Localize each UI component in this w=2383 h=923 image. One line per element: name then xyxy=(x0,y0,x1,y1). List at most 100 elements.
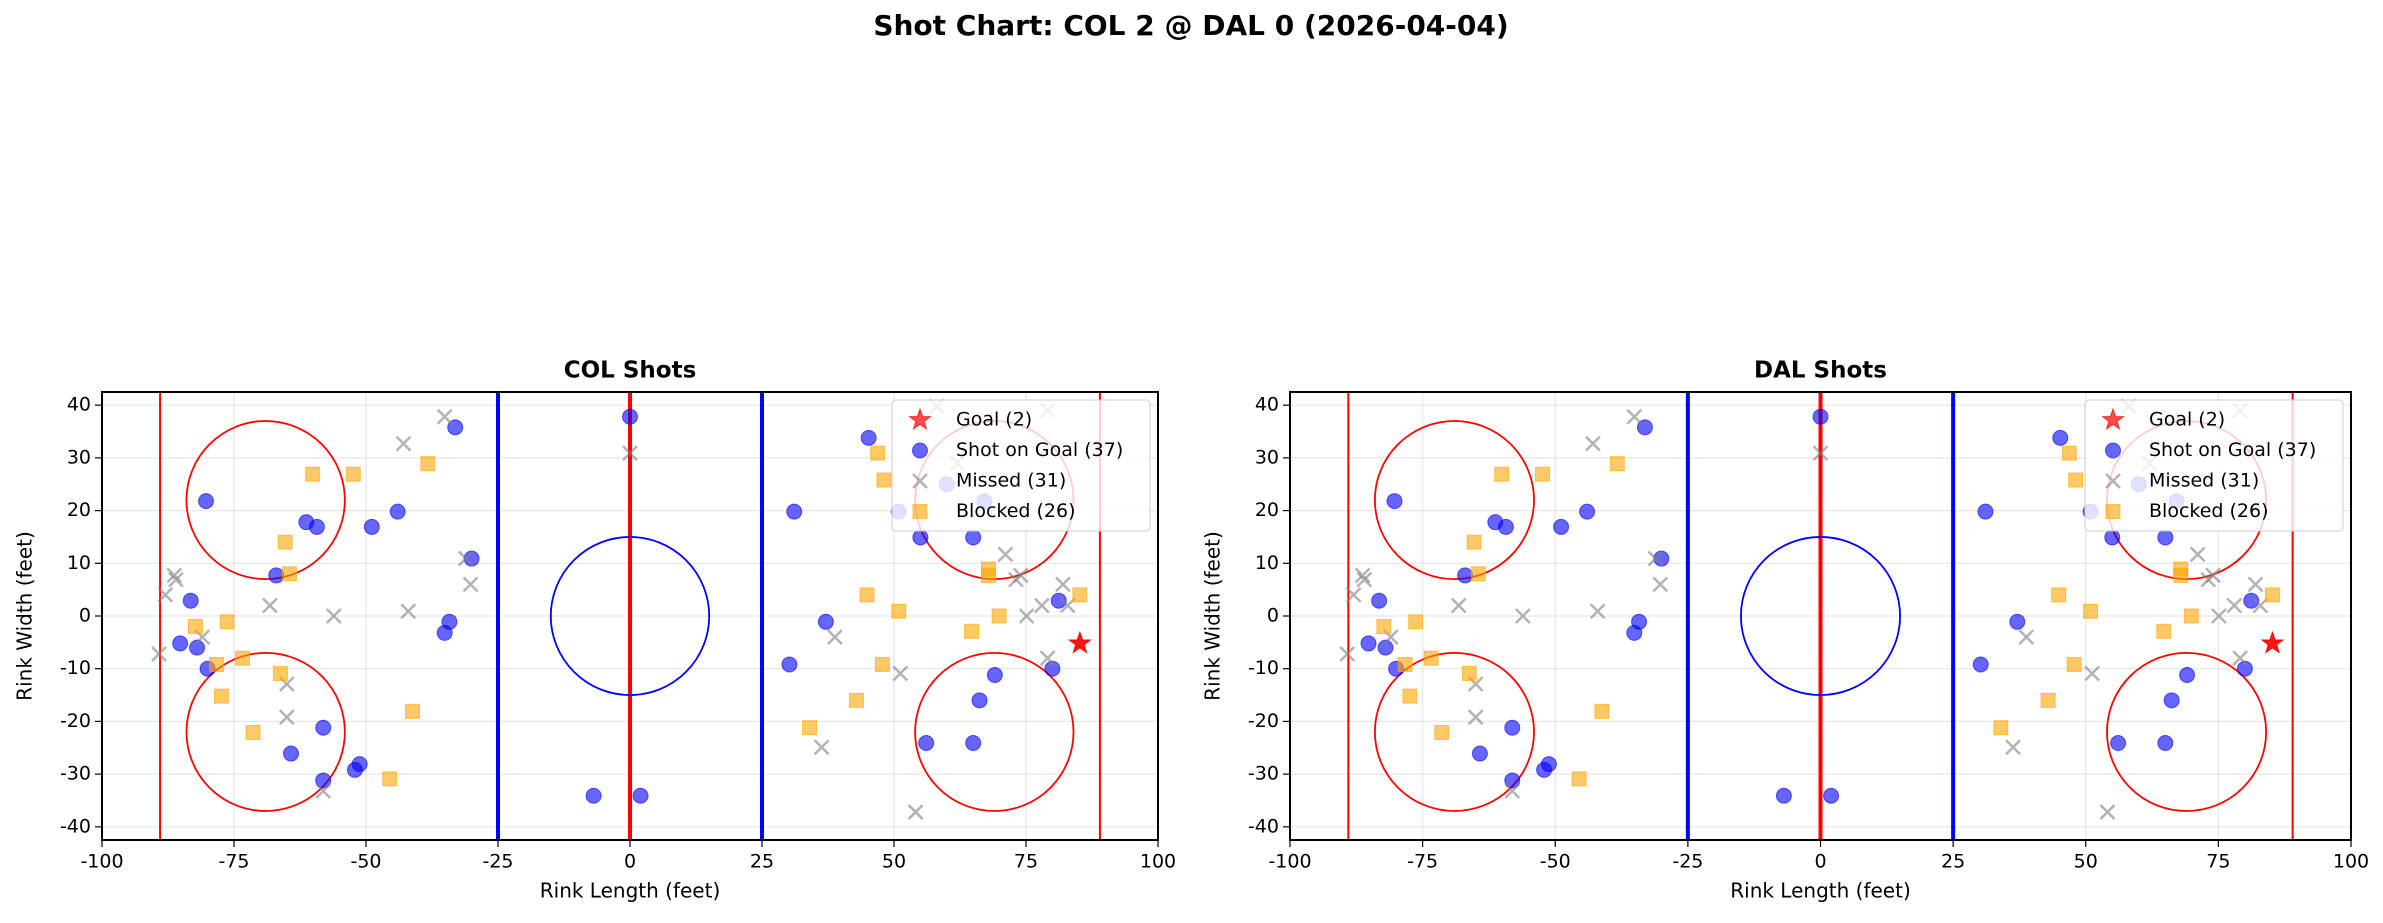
data-point xyxy=(876,472,892,488)
data-point xyxy=(826,629,843,645)
data-point xyxy=(382,771,398,787)
data-point xyxy=(965,529,982,546)
legend-label: Shot on Goal (37) xyxy=(956,439,1123,461)
plot-frame xyxy=(1289,391,2352,841)
data-point xyxy=(1536,761,1553,778)
data-point xyxy=(997,546,1014,563)
data-point xyxy=(2051,587,2067,603)
data-point xyxy=(1993,720,2009,736)
data-point xyxy=(420,456,436,472)
subplot: DAL Shots-100 -75 -50 -25 0 25 50 75 100-40-30-2… xyxy=(1201,358,2370,903)
legend-box xyxy=(891,399,1151,532)
plot-frame xyxy=(101,391,1159,841)
data-point xyxy=(345,466,361,482)
x-tick-label: 25 xyxy=(1941,851,1965,873)
data-point xyxy=(1033,597,1050,614)
y-axis-label: Rink Width (feet) xyxy=(1201,531,1225,701)
data-point xyxy=(363,518,380,535)
data-point xyxy=(813,739,830,756)
x-tick-label: -25 xyxy=(1672,851,1703,873)
faceoff-circle xyxy=(1373,420,1535,581)
data-point xyxy=(986,667,1003,684)
data-point xyxy=(1018,608,1035,624)
data-point xyxy=(1553,518,1570,535)
data-point xyxy=(308,518,325,535)
data-point xyxy=(1408,614,1424,630)
data-point xyxy=(860,429,877,446)
data-point xyxy=(1039,650,1056,667)
data-point xyxy=(892,665,909,682)
faceoff-circle xyxy=(185,420,346,581)
data-point xyxy=(305,466,321,482)
x-tick-label: 25 xyxy=(750,851,774,873)
data-point xyxy=(1812,445,1829,462)
faceoff-circle xyxy=(914,651,1075,812)
data-point xyxy=(1434,724,1450,740)
data-point xyxy=(400,603,417,620)
x-tick-label: 0 xyxy=(624,851,636,873)
points xyxy=(1339,398,2285,820)
data-point xyxy=(436,408,453,425)
data-point xyxy=(2183,608,2199,624)
data-point xyxy=(1012,567,1029,584)
data-point xyxy=(2205,567,2221,584)
y-tick-label: 10 xyxy=(1255,552,1279,574)
data-point xyxy=(2110,735,2127,752)
y-tick-label: 10 xyxy=(67,552,91,574)
data-point xyxy=(1579,503,1596,520)
data-point xyxy=(234,650,250,666)
y-tick-label: 40 xyxy=(1255,394,1279,416)
data-point xyxy=(1386,493,1403,510)
x-tick-label: -25 xyxy=(482,851,513,873)
data-point xyxy=(1571,771,1587,787)
data-point xyxy=(622,445,638,462)
legend-marker xyxy=(912,504,928,519)
data-point xyxy=(436,624,453,641)
data-point xyxy=(1450,597,1467,614)
data-point xyxy=(2226,597,2243,614)
data-point xyxy=(2156,623,2172,639)
data-point xyxy=(1371,592,1388,609)
legend-marker xyxy=(912,473,928,489)
data-point xyxy=(912,529,929,546)
data-point xyxy=(189,639,206,656)
y-tick-label: -30 xyxy=(60,763,91,785)
y-tick-label: -20 xyxy=(60,710,91,732)
data-point xyxy=(981,567,997,583)
data-point xyxy=(281,566,297,582)
y-tick-label: 20 xyxy=(1255,499,1279,521)
data-point xyxy=(1626,408,1643,425)
data-point xyxy=(1652,576,1669,593)
data-point xyxy=(2083,603,2099,619)
data-point xyxy=(1647,550,1664,567)
data-point xyxy=(2247,576,2264,593)
data-point xyxy=(2061,445,2077,461)
data-point xyxy=(1504,772,1521,789)
x-tick-label: 50 xyxy=(882,851,906,873)
faceoff-circle xyxy=(2106,651,2268,812)
y-tick-label: 40 xyxy=(67,394,91,416)
data-point xyxy=(1589,603,1606,620)
x-tick-label: -75 xyxy=(218,851,249,873)
data-point xyxy=(1067,630,1092,654)
data-point xyxy=(1461,665,1477,681)
data-point xyxy=(1072,587,1088,603)
x-axis-label: Rink Length (feet) xyxy=(1730,879,1911,903)
data-point xyxy=(786,503,803,520)
data-point xyxy=(268,567,285,584)
data-point xyxy=(2264,587,2280,603)
data-point xyxy=(209,656,225,672)
data-point xyxy=(151,646,167,662)
legend: Goal (2) Shot on Goal (37) Missed (31) Bloc… xyxy=(2084,399,2344,532)
legend-label: Blocked (26) xyxy=(2149,500,2269,522)
data-point xyxy=(1402,688,1418,704)
data-point xyxy=(2179,667,2196,684)
data-point xyxy=(1609,456,1625,472)
data-point xyxy=(157,587,174,603)
data-point xyxy=(2104,529,2121,546)
data-point xyxy=(315,783,332,799)
center-circle xyxy=(1740,536,1901,696)
legend-marker xyxy=(2105,504,2121,519)
data-point xyxy=(389,503,406,520)
